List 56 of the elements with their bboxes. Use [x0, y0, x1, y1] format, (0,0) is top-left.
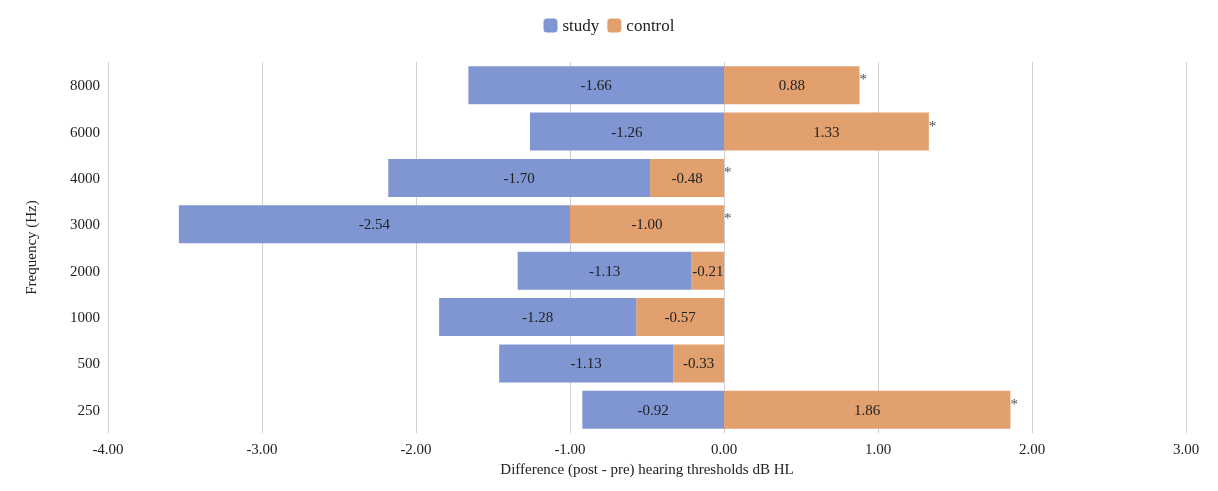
data-label: -2.54	[358, 216, 391, 233]
data-label: -0.92	[637, 401, 669, 418]
x-axis-title: Difference (post - pre) hearing thresholds dB HL	[500, 460, 794, 478]
y-tick-label: 3000	[70, 216, 100, 233]
x-tick-label: -1.00	[554, 440, 586, 457]
bar	[673, 344, 724, 383]
bar	[439, 298, 637, 337]
x-tick-label: 3.00	[1172, 440, 1200, 457]
bar	[570, 205, 724, 244]
annotation: *	[859, 71, 868, 88]
data-label: -1.00	[631, 216, 663, 233]
y-tick-label: 500	[77, 355, 100, 372]
data-label: 1.33	[813, 123, 840, 140]
bar	[636, 298, 724, 337]
annotation: *	[928, 117, 937, 134]
y-axis-title: Frequency (Hz)	[22, 200, 40, 295]
x-tick-label: -3.00	[246, 440, 278, 457]
x-tick-label: 0.00	[710, 440, 738, 457]
data-label: 1.86	[854, 401, 881, 418]
data-label: -1.13	[570, 355, 602, 372]
legend-label: control	[626, 16, 675, 35]
bar	[724, 112, 929, 151]
data-label: -1.28	[522, 309, 554, 326]
x-tick-label: -2.00	[400, 440, 432, 457]
bar	[529, 112, 724, 151]
bar	[178, 205, 570, 244]
data-label: -0.21	[692, 262, 724, 279]
legend-label: study	[562, 16, 600, 35]
y-tick-label: 4000	[70, 169, 100, 186]
bar	[650, 158, 724, 197]
data-label: -0.48	[671, 169, 703, 186]
bar	[724, 66, 860, 105]
bar	[582, 390, 724, 429]
y-tick-label: 250	[77, 401, 100, 418]
bar	[468, 66, 724, 105]
x-tick-label: -4.00	[92, 440, 124, 457]
data-label: -1.26	[611, 123, 644, 140]
annotation: *	[724, 163, 732, 180]
bar	[388, 158, 651, 197]
x-tick-label: 2.00	[1018, 440, 1046, 457]
x-tick-label: 1.00	[864, 440, 892, 457]
annotation: *	[1010, 395, 1018, 412]
data-label: -1.66	[580, 77, 613, 94]
bar	[499, 344, 674, 383]
y-tick-label: 8000	[70, 77, 100, 94]
bar	[724, 390, 1011, 429]
data-label: -1.70	[503, 169, 535, 186]
data-label: -0.57	[664, 309, 697, 326]
y-tick-label: 2000	[70, 262, 100, 279]
data-label: -0.33	[682, 355, 715, 372]
y-tick-label: 1000	[70, 309, 100, 326]
y-tick-label: 6000	[70, 123, 100, 140]
annotation: *	[724, 210, 732, 227]
data-label: -1.13	[589, 262, 621, 279]
bar	[517, 251, 692, 290]
data-label: 0.88	[778, 77, 805, 94]
